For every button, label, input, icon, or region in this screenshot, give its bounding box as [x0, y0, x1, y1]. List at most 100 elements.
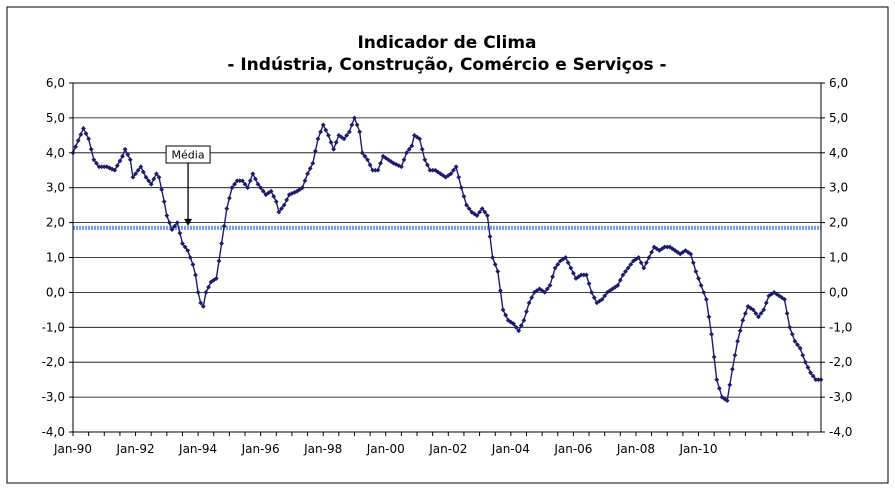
- series-marker: [177, 230, 183, 236]
- series-marker: [419, 146, 425, 152]
- series-marker: [302, 178, 308, 184]
- series-marker: [422, 157, 428, 163]
- chart-title: Indicador de Clima: [357, 33, 536, 53]
- series-marker: [81, 125, 86, 131]
- series-marker: [511, 321, 516, 327]
- series-marker: [727, 382, 733, 388]
- series-marker: [456, 174, 462, 180]
- series-marker: [471, 211, 477, 217]
- series-marker: [359, 150, 365, 156]
- series-marker: [813, 377, 819, 383]
- series-marker: [451, 167, 456, 173]
- y-tick-label-right: 4,0: [829, 146, 848, 160]
- series-marker: [761, 307, 767, 313]
- series-marker: [641, 265, 647, 271]
- series-marker: [242, 181, 248, 187]
- series-marker: [190, 262, 196, 267]
- series-marker: [305, 171, 310, 177]
- series-marker: [229, 185, 235, 191]
- plot-area-frame: [72, 82, 822, 433]
- series-marker: [159, 187, 165, 192]
- series-marker: [758, 310, 764, 316]
- series-marker: [180, 241, 185, 246]
- series-marker: [354, 122, 360, 128]
- y-tick-label-left: 5,0: [46, 111, 65, 125]
- series-marker: [245, 185, 251, 191]
- x-tick-label: Jan-04: [491, 442, 530, 456]
- series-marker: [578, 272, 584, 278]
- series-marker: [620, 272, 626, 278]
- series-marker: [542, 290, 548, 295]
- series-marker: [498, 288, 503, 294]
- series-marker: [99, 164, 105, 170]
- series-marker: [276, 209, 282, 215]
- series-marker: [544, 286, 550, 292]
- y-tick-label-right: 3,0: [829, 181, 848, 195]
- y-tick-label-right: 1,0: [829, 251, 848, 265]
- series-marker: [86, 136, 92, 142]
- y-tick-label-right: 2,0: [829, 216, 848, 230]
- series-marker: [273, 199, 279, 205]
- series-marker: [529, 295, 535, 301]
- series-marker: [458, 185, 464, 191]
- series-marker: [586, 281, 592, 287]
- series-marker: [167, 220, 172, 225]
- series-marker: [482, 209, 488, 215]
- y-tick-label-right: 5,0: [829, 111, 848, 125]
- series-marker: [469, 209, 475, 215]
- series-marker: [164, 213, 170, 219]
- annotation-media: Média: [165, 145, 211, 226]
- series-marker: [125, 152, 131, 157]
- y-tick-label-left: -1,0: [42, 320, 65, 334]
- x-tick-label: Jan-10: [678, 442, 717, 456]
- series-marker: [255, 181, 261, 187]
- series-marker: [94, 160, 99, 166]
- series-marker: [318, 129, 323, 135]
- series-marker: [104, 164, 110, 170]
- series-marker: [709, 331, 714, 337]
- series-marker: [187, 255, 193, 260]
- series-marker: [487, 234, 493, 239]
- series-marker: [576, 274, 582, 280]
- series-marker: [349, 122, 355, 128]
- series-marker: [573, 276, 579, 281]
- series-marker: [286, 192, 292, 198]
- series-marker: [662, 244, 668, 250]
- series-marker: [461, 194, 467, 199]
- series-marker: [756, 314, 761, 320]
- series-marker: [143, 174, 149, 180]
- x-tick-label: Jan-92: [115, 442, 154, 456]
- series-marker: [810, 373, 816, 379]
- series-marker: [211, 277, 217, 283]
- series-marker: [792, 338, 798, 344]
- series-marker: [91, 157, 97, 163]
- series-marker: [271, 194, 277, 199]
- series-marker: [253, 176, 258, 182]
- series-marker: [646, 255, 652, 260]
- series-marker: [581, 272, 587, 278]
- series-marker: [172, 223, 178, 229]
- series-marker: [474, 213, 480, 219]
- series-marker: [500, 307, 506, 313]
- series-marker: [417, 136, 423, 142]
- series-marker: [714, 377, 720, 383]
- y-tick-label-right: -2,0: [829, 355, 852, 369]
- y-tick-label-left: 3,0: [46, 181, 65, 195]
- series-marker: [763, 300, 769, 306]
- series-marker: [250, 171, 256, 177]
- series-marker: [258, 185, 264, 191]
- series-marker: [362, 153, 368, 159]
- y-tick-label-right: -3,0: [829, 390, 852, 404]
- series-marker: [750, 307, 756, 313]
- series-marker: [146, 178, 151, 184]
- series-marker: [182, 244, 188, 250]
- series-marker: [784, 310, 790, 316]
- series-marker: [657, 248, 662, 253]
- annotation-arrow-head: [184, 218, 193, 226]
- series-marker: [518, 323, 524, 328]
- y-tick-label-right: 6,0: [829, 76, 848, 90]
- series-marker: [453, 164, 459, 170]
- series-marker: [516, 328, 522, 334]
- x-tick-label: Jan-00: [366, 442, 405, 456]
- chart-subtitle: - Indústria, Construção, Comércio e Serv…: [227, 55, 666, 75]
